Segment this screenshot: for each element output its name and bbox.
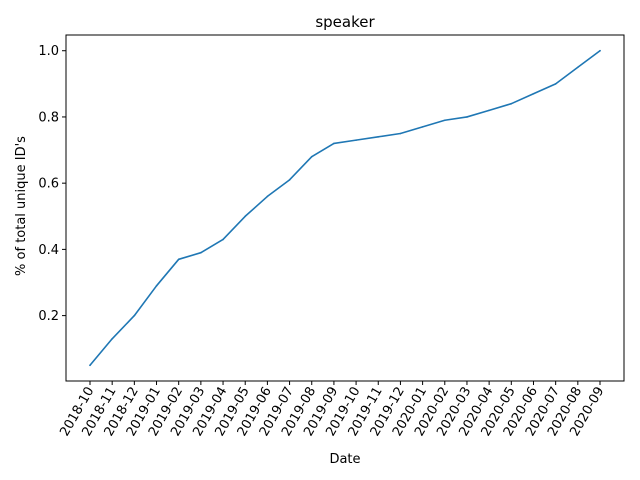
data-point <box>532 92 535 95</box>
data-point <box>111 337 113 340</box>
y-tick-label: 0.8 <box>38 110 59 125</box>
data-point <box>266 195 269 198</box>
data-point <box>244 215 247 218</box>
data-point <box>421 126 424 128</box>
data-point <box>510 102 513 105</box>
data-point <box>443 119 446 122</box>
data-point <box>399 132 402 135</box>
data-point <box>133 314 136 317</box>
data-point <box>200 251 202 254</box>
data-point <box>89 364 91 367</box>
data-point <box>310 155 313 158</box>
y-tick-label: 0.6 <box>38 177 59 192</box>
data-point <box>355 139 357 141</box>
data-point <box>599 49 601 52</box>
data-point <box>466 116 468 118</box>
x-axis-label: Date <box>329 452 360 467</box>
data-point <box>554 83 557 85</box>
data-point <box>155 285 158 287</box>
series-line <box>89 49 601 367</box>
axes-frame <box>65 34 625 382</box>
data-point <box>577 66 579 69</box>
data-point <box>488 109 490 112</box>
data-point <box>333 142 335 145</box>
plot-area: 0.20.40.60.81.02018-102018-112018-122019… <box>38 34 625 439</box>
data-point <box>377 136 380 138</box>
y-tick-label: 0.2 <box>38 309 59 324</box>
data-point <box>177 258 180 261</box>
y-axis-label: % of total unique ID's <box>14 136 29 276</box>
y-tick-label: 0.4 <box>38 243 59 258</box>
data-point <box>288 179 291 181</box>
chart-title: speaker <box>315 13 375 31</box>
y-tick-label: 1.0 <box>38 44 59 59</box>
data-point <box>222 238 224 241</box>
